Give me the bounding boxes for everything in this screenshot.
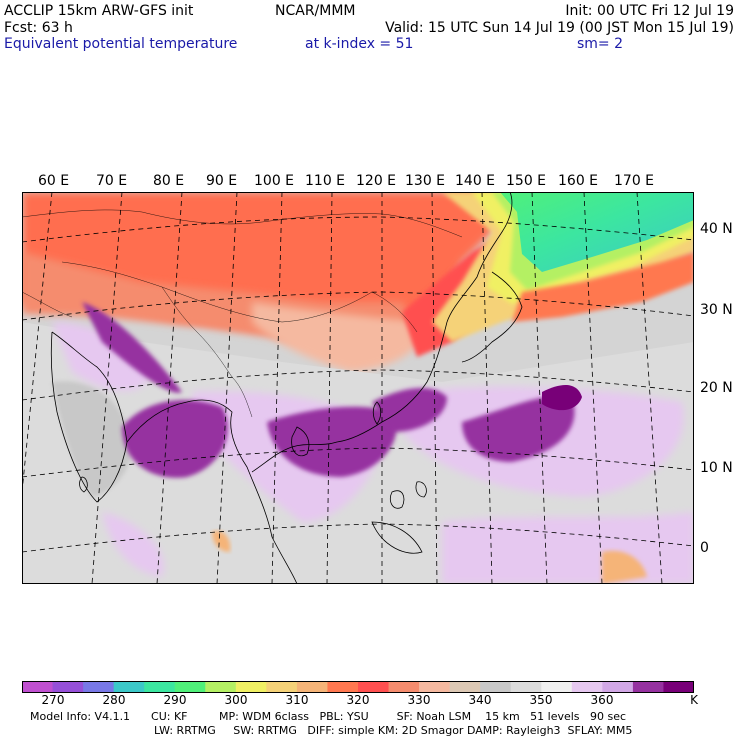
- colorbar-segment: [541, 681, 573, 693]
- colorbar-segment: [419, 681, 451, 693]
- colorbar-segment: [663, 681, 694, 693]
- map-panel: [22, 192, 694, 584]
- lon-label-150e: 150 E: [506, 173, 547, 189]
- colorbar-segment: [113, 681, 145, 693]
- colorbar-segment: [327, 681, 359, 693]
- lon-label-80e: 80 E: [153, 173, 185, 189]
- colorbar-tick-320: 320: [346, 693, 370, 707]
- colorbar-segment: [144, 681, 176, 693]
- colorbar-tick-330: 330: [407, 693, 431, 707]
- colorbar-tick-290: 290: [163, 693, 187, 707]
- colorbar-tick-340: 340: [468, 693, 492, 707]
- colorbar-tick-280: 280: [102, 693, 126, 707]
- lon-label-130e: 130 E: [405, 173, 446, 189]
- model-info-line1: Model Info: V4.1.1 CU: KF MP: WDM 6class…: [30, 710, 627, 723]
- lon-label-110e: 110 E: [305, 173, 346, 189]
- lon-label-70e: 70 E: [96, 173, 128, 189]
- colorbar-segment: [632, 681, 664, 693]
- colorbar-segment: [449, 681, 481, 693]
- colorbar-frame: [22, 681, 694, 693]
- colorbar-segment: [205, 681, 237, 693]
- map-frame: [22, 192, 694, 584]
- valid-time: Valid: 15 UTC Sun 14 Jul 19 (00 JST Mon …: [385, 20, 734, 36]
- colorbar-segment: [83, 681, 115, 693]
- lon-label-60e: 60 E: [38, 173, 70, 189]
- colorbar-tick-300: 300: [224, 693, 248, 707]
- lat-lon-grid: [22, 192, 694, 584]
- level-label: at k-index = 51: [305, 36, 414, 52]
- lat-label-30n: 30 N: [700, 302, 733, 318]
- field-name: Equivalent potential temperature: [4, 36, 238, 52]
- colorbar-segment: [358, 681, 390, 693]
- init-time: Init: 00 UTC Fri 12 Jul 19: [565, 3, 734, 19]
- colorbar-segment: [388, 681, 420, 693]
- lon-label-120e: 120 E: [356, 173, 397, 189]
- colorbar-segment: [480, 681, 512, 693]
- coastlines: [50, 192, 523, 584]
- model-title: ACCLIP 15km ARW-GFS init: [4, 3, 194, 19]
- colorbar-segment: [602, 681, 634, 693]
- colorbar-segment: [296, 681, 328, 693]
- colorbar-segment: [174, 681, 206, 693]
- colorbar-segment: [571, 681, 603, 693]
- lat-label-10n: 10 N: [700, 460, 733, 476]
- lat-label-0: 0: [700, 540, 709, 556]
- colorbar-tick-310: 310: [285, 693, 309, 707]
- lon-label-90e: 90 E: [206, 173, 238, 189]
- institution-label: NCAR/MMM: [275, 3, 356, 19]
- colorbar-segment: [266, 681, 298, 693]
- lon-label-170e: 170 E: [614, 173, 655, 189]
- smoothing-label: sm= 2: [577, 36, 624, 52]
- lon-label-100e: 100 E: [254, 173, 295, 189]
- lat-label-40n: 40 N: [700, 221, 733, 237]
- lon-label-140e: 140 E: [455, 173, 496, 189]
- colorbar-segment: [235, 681, 267, 693]
- colorbar-segment: [510, 681, 542, 693]
- model-info-line2: LW: RRTMG SW: RRTMG DIFF: simple KM: 2D …: [154, 724, 633, 737]
- colorbar-unit: K: [690, 693, 698, 707]
- lat-label-20n: 20 N: [700, 380, 733, 396]
- colorbar-segment: [22, 681, 54, 693]
- colorbar-tick-270: 270: [41, 693, 65, 707]
- forecast-hour: Fcst: 63 h: [4, 20, 73, 36]
- lon-label-160e: 160 E: [558, 173, 599, 189]
- colorbar: [22, 681, 694, 693]
- colorbar-segment: [52, 681, 84, 693]
- colorbar-tick-360: 360: [590, 693, 614, 707]
- colorbar-tick-350: 350: [529, 693, 553, 707]
